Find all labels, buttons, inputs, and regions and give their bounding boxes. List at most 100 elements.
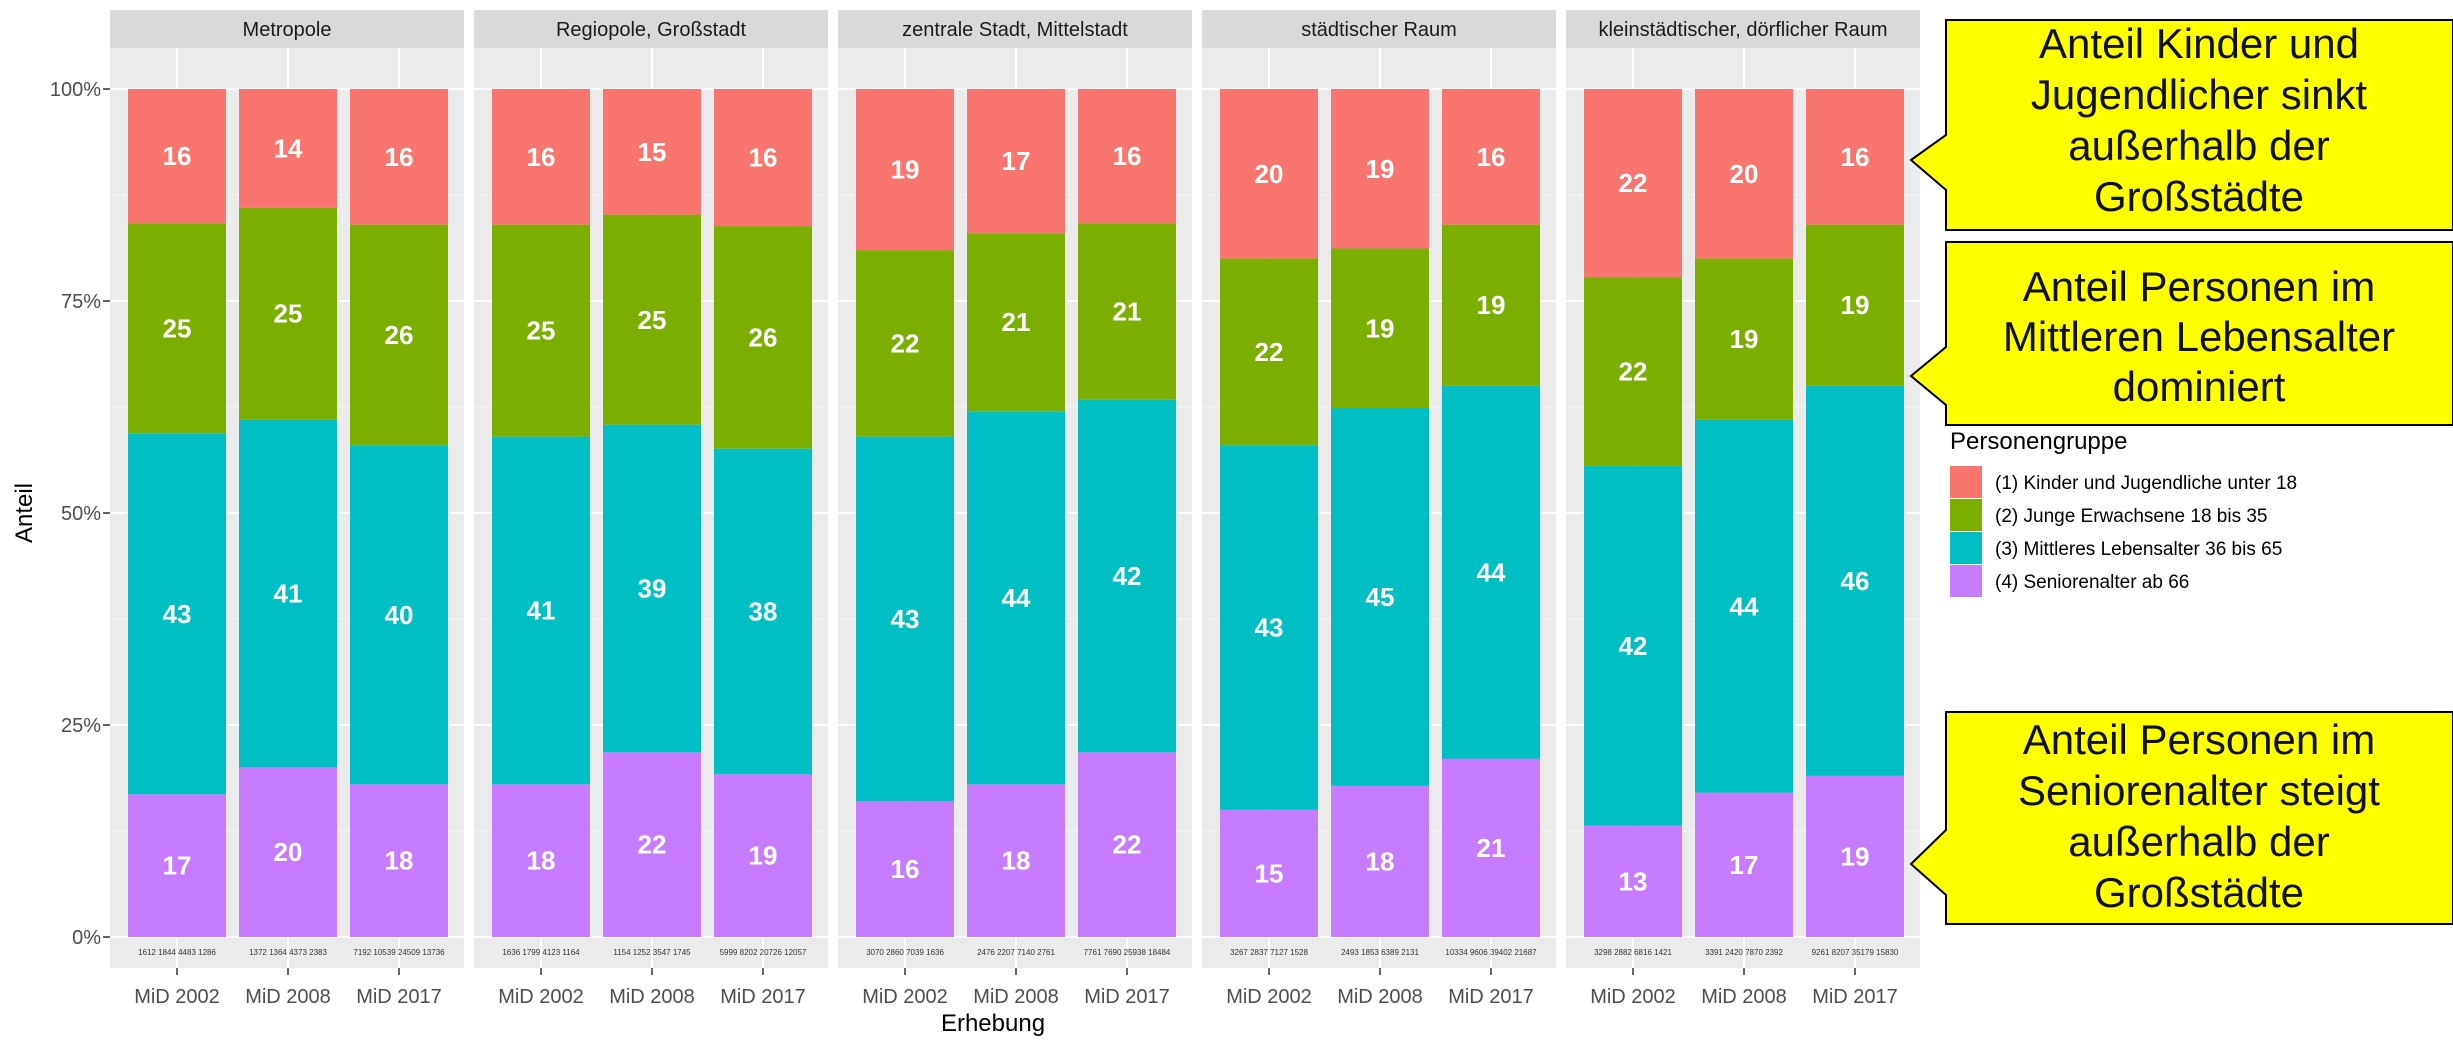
callout-text-line: Seniorenalter steigt — [2018, 767, 2380, 814]
bar-value-label: 19 — [1366, 154, 1395, 184]
bar-value-label: 19 — [1841, 841, 1870, 871]
bar-segment — [239, 419, 337, 768]
bar-segment — [350, 89, 448, 225]
bar-segment — [1695, 89, 1793, 259]
bar-segment — [492, 436, 590, 785]
facet-panel: städtischer Raum 15 43 22 20 3267 2837 7127 1… — [1202, 10, 1556, 1008]
sample-count-label: 10334 9606 39402 21687 — [1445, 948, 1537, 957]
bar-segment — [1695, 419, 1793, 793]
bar-value-label: 18 — [527, 846, 556, 876]
legend-title: Personengruppe — [1950, 428, 2127, 455]
callout-text-line: Anteil Personen im — [2023, 263, 2376, 310]
bar-segment — [350, 445, 448, 785]
bar-segment — [967, 784, 1065, 937]
bar-value-label: 25 — [527, 316, 556, 346]
bar-value-label: 44 — [1477, 557, 1506, 587]
x-tick-label: MiD 2002 — [134, 986, 220, 1008]
facet-title: Metropole — [243, 19, 332, 41]
x-tick-label: MiD 2008 — [973, 986, 1059, 1008]
bar-value-label: 20 — [1730, 159, 1759, 189]
bar-value-label: 42 — [1619, 631, 1648, 661]
bar-value-label: 26 — [385, 320, 414, 350]
bar-value-label: 40 — [385, 600, 414, 630]
callout-text-line: Anteil Kinder und — [2039, 20, 2359, 67]
bar-value-label: 16 — [891, 854, 920, 884]
y-axis-title: Anteil — [11, 483, 38, 543]
bar-value-label: 13 — [1619, 866, 1648, 896]
bar-value-label: 15 — [638, 137, 667, 167]
bar-value-label: 26 — [749, 322, 778, 352]
bar-value-label: 46 — [1841, 566, 1870, 596]
bar-segment — [1695, 792, 1793, 937]
bar-segment — [1442, 758, 1540, 937]
bar-value-label: 19 — [891, 155, 920, 185]
bar-segment — [603, 214, 701, 425]
sample-count-label: 9261 8207 35179 15830 — [1812, 948, 1899, 957]
bar-value-label: 18 — [1002, 846, 1031, 876]
x-tick-label: MiD 2008 — [1701, 986, 1787, 1008]
x-tick-label: MiD 2008 — [609, 986, 695, 1008]
bar-value-label: 16 — [163, 141, 192, 171]
bar-value-label: 22 — [1255, 337, 1284, 367]
callout-text-line: Jugendlicher sinkt — [2031, 71, 2368, 118]
bar-segment — [1331, 785, 1429, 937]
legend-swatch — [1950, 466, 1982, 498]
bar-segment — [967, 411, 1065, 785]
legend-label: (3) Mittleres Lebensalter 36 bis 65 — [1995, 539, 2282, 560]
bar-value-label: 16 — [749, 143, 778, 173]
bar-segment — [603, 752, 701, 937]
facet-panel: Metropole 17 43 25 16 1612 1844 4483 1286 MiD … — [110, 10, 464, 1008]
y-tick-label: 25% — [61, 715, 101, 737]
bar-value-label: 22 — [1619, 357, 1648, 387]
bar-segment — [1584, 89, 1682, 278]
bar-value-label: 18 — [1366, 846, 1395, 876]
bar-segment — [714, 89, 812, 227]
facet-panel: kleinstädtischer, dörflicher Raum 13 42 22 2… — [1566, 10, 1920, 1008]
callout-text-line: Großstädte — [2094, 173, 2304, 220]
bar-segment — [1442, 89, 1540, 225]
sample-count-label: 2493 1853 6389 2131 — [1341, 948, 1419, 957]
bar-segment — [1806, 385, 1904, 776]
sample-count-label: 3070 2860 7039 1636 — [866, 948, 944, 957]
bar-segment — [1806, 224, 1904, 386]
bar-value-label: 19 — [1366, 313, 1395, 343]
bar-segment — [1806, 775, 1904, 937]
bar-value-label: 22 — [638, 830, 667, 860]
x-tick-label: MiD 2002 — [862, 986, 948, 1008]
callout-text-line: Großstädte — [2094, 869, 2304, 916]
bar-value-label: 14 — [274, 133, 303, 163]
y-tick-label: 50% — [61, 503, 101, 525]
bar-value-label: 21 — [1477, 833, 1506, 863]
facet-panel: zentrale Stadt, Mittelstadt 16 43 22 19 3070 … — [838, 10, 1192, 1008]
sample-count-label: 7192 10539 24509 13736 — [353, 948, 445, 957]
bar-value-label: 16 — [1113, 141, 1142, 171]
legend-swatch — [1950, 532, 1982, 564]
bar-segment — [1331, 89, 1429, 249]
bar-segment — [492, 784, 590, 937]
sample-count-label: 3267 2837 7127 1528 — [1230, 948, 1308, 957]
facet-strip — [110, 10, 464, 48]
bar-segment — [1078, 752, 1176, 937]
facet-panel: Regiopole, Großstadt 18 41 25 16 1636 1799 41… — [474, 10, 828, 1008]
bar-value-label: 21 — [1002, 307, 1031, 337]
x-tick-label: MiD 2017 — [1448, 986, 1534, 1008]
bar-value-label: 16 — [385, 142, 414, 172]
x-tick-label: MiD 2008 — [245, 986, 331, 1008]
callout-text-line: dominiert — [2113, 363, 2286, 410]
bar-value-label: 41 — [527, 596, 556, 626]
bar-segment — [1220, 89, 1318, 259]
bar-segment — [967, 233, 1065, 412]
legend-label: (4) Seniorenalter ab 66 — [1995, 572, 2189, 593]
legend-label: (2) Junge Erwachsene 18 bis 35 — [1995, 506, 2268, 527]
bar-value-label: 38 — [749, 597, 778, 627]
bar-segment — [603, 424, 701, 753]
bar-value-label: 16 — [1841, 142, 1870, 172]
sample-count-label: 3298 2882 6816 1421 — [1594, 948, 1672, 957]
sample-count-label: 1636 1799 4123 1164 — [502, 948, 580, 957]
bar-segment — [492, 89, 590, 225]
bar-value-label: 25 — [274, 299, 303, 329]
callout-text-line: Mittleren Lebensalter — [2003, 313, 2395, 360]
bar-segment — [714, 226, 812, 449]
bar-value-label: 17 — [163, 851, 192, 881]
